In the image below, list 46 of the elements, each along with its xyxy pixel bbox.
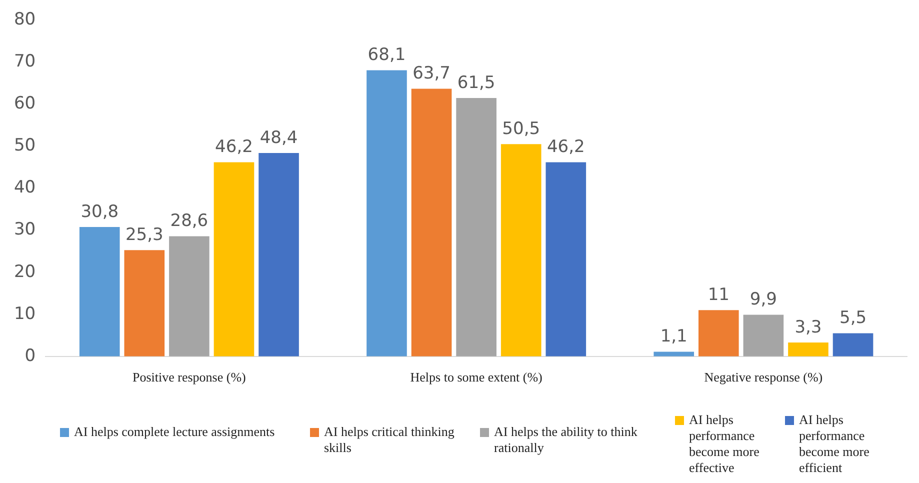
x-tick-label: Helps to some extent (%): [410, 370, 542, 385]
data-label: 46,2: [215, 137, 253, 158]
bar: [698, 310, 739, 356]
legend-label: AI helps performance become more effective: [689, 412, 760, 476]
data-label: 25,3: [125, 225, 164, 245]
data-label: 9,9: [750, 290, 777, 310]
y-tick-label: 20: [14, 262, 36, 282]
data-label: 50,5: [502, 119, 540, 140]
y-tick-label: 70: [14, 52, 36, 72]
data-label: 48,4: [260, 128, 298, 148]
legend-label: AI helps critical thinking skills: [324, 424, 456, 456]
y-tick-label: 30: [14, 220, 36, 240]
y-tick-label: 40: [14, 178, 36, 198]
y-tick-label: 50: [14, 136, 36, 156]
x-tick-label: Positive response (%): [132, 370, 246, 385]
legend-label: AI helps the ability to think rationally: [494, 424, 638, 456]
data-label: 28,6: [170, 211, 208, 232]
bar: [366, 70, 407, 356]
legend-label: AI helps complete lecture assignments: [74, 424, 276, 440]
bar: [214, 162, 254, 356]
bar: [743, 314, 784, 356]
bar: [124, 250, 165, 356]
legend-label: AI helps performance become more efficient: [799, 412, 870, 476]
bar: [500, 144, 542, 356]
data-label: 68,1: [368, 45, 406, 66]
bar: [788, 342, 828, 356]
bar: [79, 226, 120, 356]
bar: [456, 98, 496, 356]
bar: [169, 236, 210, 356]
data-label: 63,7: [412, 64, 450, 84]
data-label: 5,5: [839, 308, 867, 328]
bar: [546, 162, 586, 356]
data-label: 30,8: [80, 202, 119, 222]
bar: [411, 88, 452, 356]
y-tick-label: 10: [14, 304, 36, 324]
bar: [258, 153, 299, 356]
data-label: 61,5: [457, 72, 496, 93]
data-label: 11: [708, 285, 730, 306]
y-tick-label: 60: [14, 94, 36, 114]
y-tick-label: 80: [14, 10, 36, 30]
data-label: 46,2: [546, 137, 585, 158]
data-label: 3,3: [794, 317, 822, 338]
data-label: 1,1: [660, 326, 688, 347]
x-tick-label: Negative response (%): [704, 370, 823, 385]
y-tick-label: 0: [24, 346, 36, 366]
bar: [832, 333, 874, 356]
